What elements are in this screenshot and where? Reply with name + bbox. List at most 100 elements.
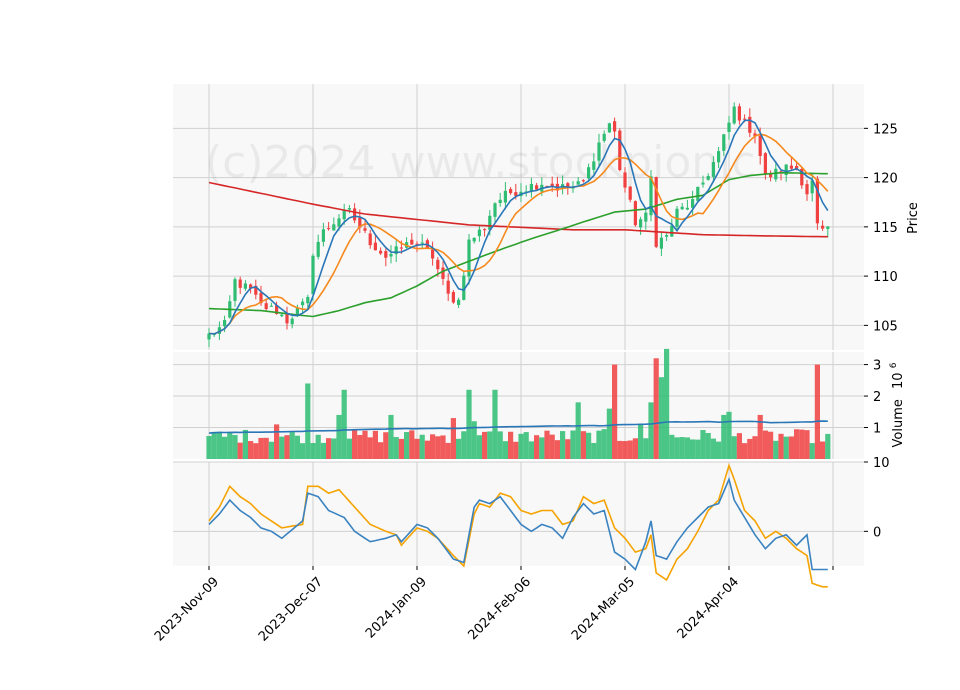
volume-bar — [352, 429, 358, 459]
price-ytick-label: 105 — [873, 319, 898, 334]
volume-axis-exp-power: 6 — [889, 362, 899, 368]
candle-body — [503, 190, 507, 203]
volume-bar — [419, 434, 425, 459]
candle-body — [451, 292, 455, 303]
volume-bar — [528, 441, 534, 459]
candle-body — [358, 217, 362, 228]
candle-body — [217, 327, 221, 334]
volume-bar — [398, 438, 404, 459]
candle-body — [628, 186, 632, 200]
volume-bar — [424, 440, 430, 459]
volume-bar — [414, 438, 420, 459]
candle-body — [758, 135, 762, 156]
candle-body — [545, 185, 549, 187]
candle-body — [316, 241, 320, 257]
volume-bar — [450, 418, 456, 459]
candle-body — [311, 255, 315, 295]
volume-bar — [700, 430, 706, 459]
volume-bar — [632, 438, 638, 459]
volume-ytick-label: 2 — [873, 390, 881, 405]
volume-bar — [638, 424, 644, 459]
volume-panel — [206, 348, 831, 459]
candle-body — [353, 208, 357, 221]
candle-body — [815, 178, 819, 224]
candle-body — [275, 305, 279, 314]
candle-body — [602, 133, 606, 141]
volume-bar — [346, 438, 352, 459]
volume-bar — [544, 430, 550, 459]
volume-axis-exp-base: 10 — [891, 372, 906, 389]
candle-body — [696, 187, 700, 201]
volume-bar — [742, 443, 748, 459]
candle-body — [800, 168, 804, 186]
candle-body — [685, 207, 689, 210]
volume-bar — [258, 437, 264, 459]
volume-bar — [222, 436, 228, 459]
volume-bar — [809, 443, 815, 459]
volume-bar — [502, 441, 508, 459]
volume-bar — [778, 433, 784, 459]
volume-bar — [237, 442, 243, 459]
volume-bar — [336, 414, 342, 459]
candle-body — [420, 242, 424, 244]
candle-body — [675, 208, 679, 227]
candle-body — [363, 228, 367, 231]
ma-medium-line — [208, 133, 829, 335]
volume-bar — [497, 431, 503, 459]
candle-body — [243, 283, 247, 289]
candle-body — [368, 233, 372, 246]
volume-bar — [518, 433, 524, 459]
volume-bar — [435, 436, 441, 459]
candle-body — [805, 184, 809, 195]
volume-bar — [601, 429, 607, 459]
candle-body — [717, 151, 721, 163]
volume-bar — [721, 414, 727, 459]
volume-bar — [513, 441, 519, 459]
price-axis-title: Price — [906, 202, 921, 234]
candle-body — [691, 199, 695, 208]
volume-bar — [690, 439, 696, 459]
candle-body — [467, 239, 471, 277]
volume-bar — [289, 432, 295, 459]
volume-bar — [794, 429, 800, 459]
volume-bar — [825, 433, 831, 459]
candle-body — [711, 162, 715, 177]
candle-body — [826, 226, 830, 229]
volume-bar — [622, 441, 628, 459]
candle-body — [613, 121, 617, 132]
volume-bar — [456, 438, 462, 459]
volume-bar — [539, 437, 545, 459]
volume-bar — [372, 430, 378, 459]
candle-body — [379, 250, 383, 254]
candle-body — [810, 180, 814, 194]
volume-bar — [466, 389, 472, 459]
volume-bar — [726, 411, 732, 459]
volume-bar — [679, 437, 685, 459]
volume-bar — [695, 439, 701, 459]
candle-body — [238, 279, 242, 288]
volume-bar — [508, 431, 514, 459]
candle-body — [753, 133, 757, 137]
volume-bar — [310, 443, 316, 459]
volume-bar — [482, 431, 488, 459]
volume-bar — [747, 438, 753, 459]
volume-bar — [648, 402, 654, 459]
candle-body — [659, 237, 663, 249]
candle-body — [488, 215, 492, 230]
volume-bar — [263, 437, 269, 459]
volume-bar — [487, 431, 493, 459]
candle-body — [295, 307, 299, 317]
volume-bar — [612, 364, 618, 459]
volume-bar — [653, 358, 659, 459]
oscillator-slow-line — [208, 463, 828, 588]
volume-bar — [242, 429, 248, 459]
volume-ma-line — [208, 420, 828, 434]
volume-bar — [664, 348, 670, 459]
candle-body — [774, 168, 778, 180]
candle-body — [706, 176, 710, 180]
volume-bar — [736, 433, 742, 459]
volume-ytick-label: 1 — [873, 422, 881, 437]
volume-bar — [461, 431, 467, 459]
candle-body — [441, 267, 445, 279]
volume-bar — [227, 432, 233, 459]
